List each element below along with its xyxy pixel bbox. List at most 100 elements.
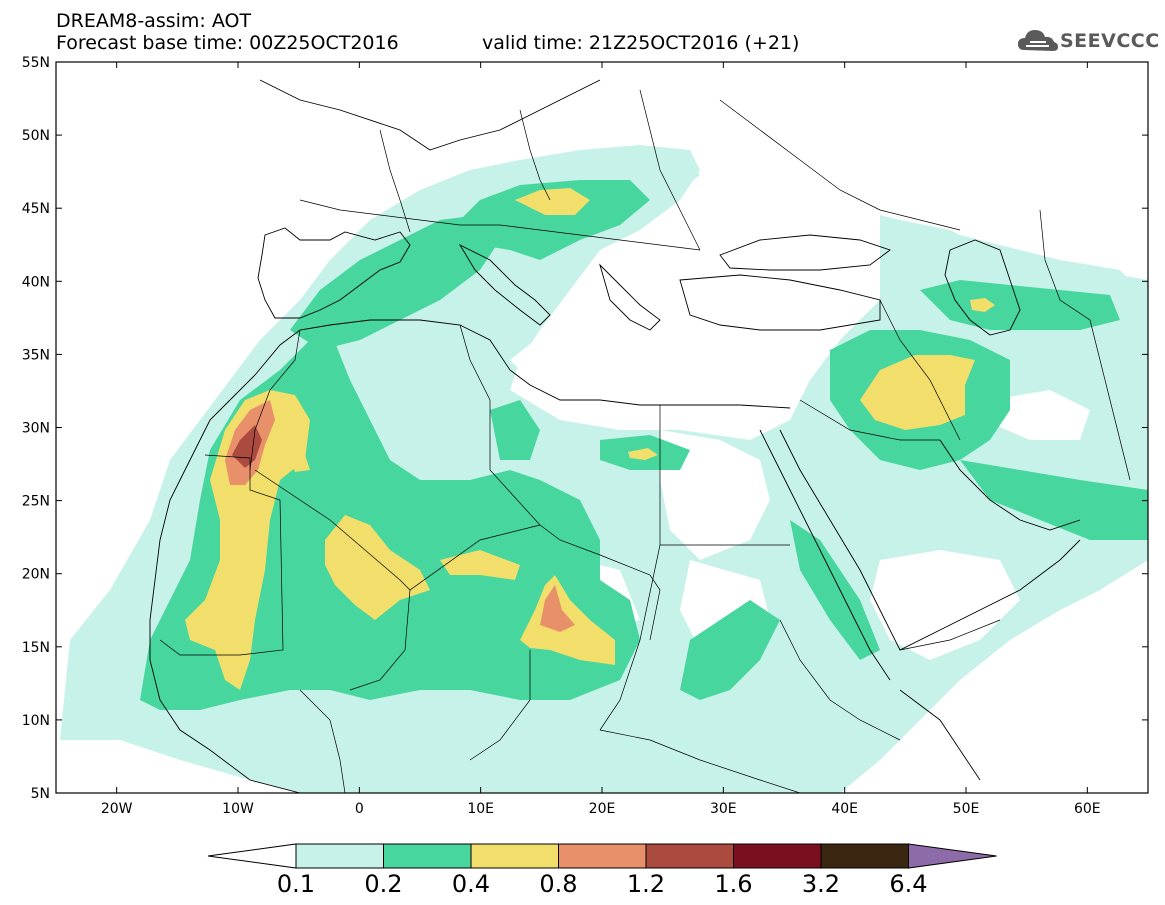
border-iran-afghanistan — [1039, 209, 1131, 481]
border-sahel-1 — [299, 689, 346, 793]
aot-level-0.2-caspian — [920, 280, 1120, 330]
lat-label: 35N — [22, 347, 50, 363]
seevccc-logo — [1016, 24, 1156, 58]
lon-label: 50E — [953, 801, 980, 817]
aot-level-0.4-morocco — [185, 390, 310, 690]
colorbar-bin — [558, 843, 647, 869]
longitude-axis: 20W 10W 0 10E 20E 30E 40E 50E 60E — [101, 62, 1101, 817]
border-mali-niger — [349, 589, 411, 691]
colorbar-label: 0.1 — [276, 870, 316, 898]
colorbar-bin — [645, 843, 734, 869]
lon-label: 10W — [222, 801, 254, 817]
clear-area-egypt — [660, 430, 770, 560]
aot-level-0.2-adriatic — [450, 180, 650, 260]
coast-europe-north — [259, 79, 601, 151]
latitude-axis: 55N 50N 45N 40N 35N 30N 25N 20N 15N 10N 5N — [22, 55, 1148, 802]
coast-blacksea — [719, 234, 891, 271]
border-libya-chad — [539, 524, 661, 641]
aot-level-0.4-iraq — [860, 355, 975, 430]
coast-greece — [599, 263, 661, 331]
coast-italy — [458, 243, 551, 326]
aot-level-0.4-croatia — [515, 188, 590, 215]
lat-label: 25N — [22, 494, 50, 510]
aot-level-0.4-sahara — [290, 455, 310, 472]
colorbar-bin — [470, 843, 559, 869]
lon-label: 0 — [355, 801, 364, 817]
colorbar-label: 6.4 — [889, 870, 928, 898]
aot-level-0.2-gulf — [960, 460, 1148, 540]
border-europe-4 — [639, 89, 701, 251]
clear-area-libya — [510, 300, 790, 410]
colorbar-bin — [295, 843, 384, 869]
border-western-sahara — [159, 454, 284, 656]
lon-label: 20W — [101, 801, 133, 817]
aot-level-0.2-mediterranean — [290, 215, 500, 350]
lon-label: 10E — [467, 801, 494, 817]
coastlines — [149, 79, 1081, 793]
colorbar-label: 1.6 — [714, 870, 753, 898]
border-iraq-iran — [879, 299, 961, 441]
coast-caspian — [944, 239, 1021, 336]
colorbar-bin — [733, 843, 822, 869]
lat-label: 15N — [22, 640, 50, 656]
coast-east-africa — [899, 689, 981, 781]
colorbar — [207, 843, 997, 869]
lat-label: 10N — [22, 713, 50, 729]
colorbar-label: 0.8 — [539, 870, 578, 898]
clear-area-arabia — [870, 550, 1020, 660]
aot-level-0.4-caspian — [970, 298, 995, 312]
colorbar-label: 3.2 — [801, 870, 841, 898]
coast-gulf — [939, 439, 1081, 531]
aot-level-0.2-egypt — [490, 400, 540, 460]
cloud-icon — [1018, 30, 1058, 51]
border-niger-chad — [469, 650, 531, 761]
country-borders — [159, 89, 1131, 793]
lat-label: 45N — [22, 201, 50, 217]
colorbar-bin — [908, 843, 997, 869]
aot-level-0.4-egypt — [628, 448, 658, 460]
border-tunisia-libya — [459, 324, 541, 526]
coast-redsea — [759, 429, 891, 681]
clear-area-iran — [990, 390, 1090, 440]
colorbar-label: 0.2 — [364, 870, 403, 898]
border-saudi-yemen — [899, 619, 1001, 651]
coast-europe-west — [257, 227, 411, 319]
aot-level-0.2-sudan — [680, 600, 780, 700]
aot-shading — [60, 145, 1148, 793]
aot-level-0.4-niger — [440, 550, 520, 580]
border-russia — [719, 99, 961, 231]
border-horn — [779, 619, 901, 741]
logo-text: SEEVCCC — [1060, 30, 1160, 52]
aot-level-0.4-algeria — [325, 515, 430, 620]
lat-label: 5N — [31, 786, 50, 802]
coast-africa-west — [149, 439, 301, 793]
coast-turkey — [679, 274, 881, 331]
lon-label: 30E — [710, 801, 737, 817]
colorbar-label: 0.4 — [451, 870, 491, 898]
lat-label: 50N — [22, 128, 50, 144]
colorbar-bin — [820, 843, 909, 869]
border-europe-3 — [519, 109, 551, 201]
border-egypt-sudan — [599, 544, 661, 731]
product-title: DREAM8-assim: AOT — [56, 10, 252, 32]
lon-label: 20E — [589, 801, 616, 817]
border-algeria-mali — [254, 469, 541, 591]
valid-time: valid time: 21Z25OCT2016 (+21) — [482, 32, 800, 54]
border-europe-2 — [379, 129, 411, 233]
lat-label: 30N — [22, 421, 50, 437]
forecast-base-time: Forecast base time: 00Z25OCT2016 — [56, 32, 399, 54]
lon-label: 60E — [1074, 801, 1101, 817]
colorbar-bin — [207, 843, 297, 869]
aot-level-0.8-chad — [540, 585, 575, 632]
lat-label: 40N — [22, 274, 50, 290]
lat-label: 55N — [22, 55, 50, 71]
lon-label: 40E — [831, 801, 858, 817]
border-saudi-iraq — [799, 399, 940, 441]
colorbar-label: 1.2 — [626, 870, 666, 898]
border-morocco-algeria — [249, 329, 301, 471]
border-europe-1 — [299, 199, 701, 251]
border-sahel-2 — [599, 729, 801, 793]
lat-label: 20N — [22, 567, 50, 583]
colorbar-bin — [383, 843, 472, 869]
